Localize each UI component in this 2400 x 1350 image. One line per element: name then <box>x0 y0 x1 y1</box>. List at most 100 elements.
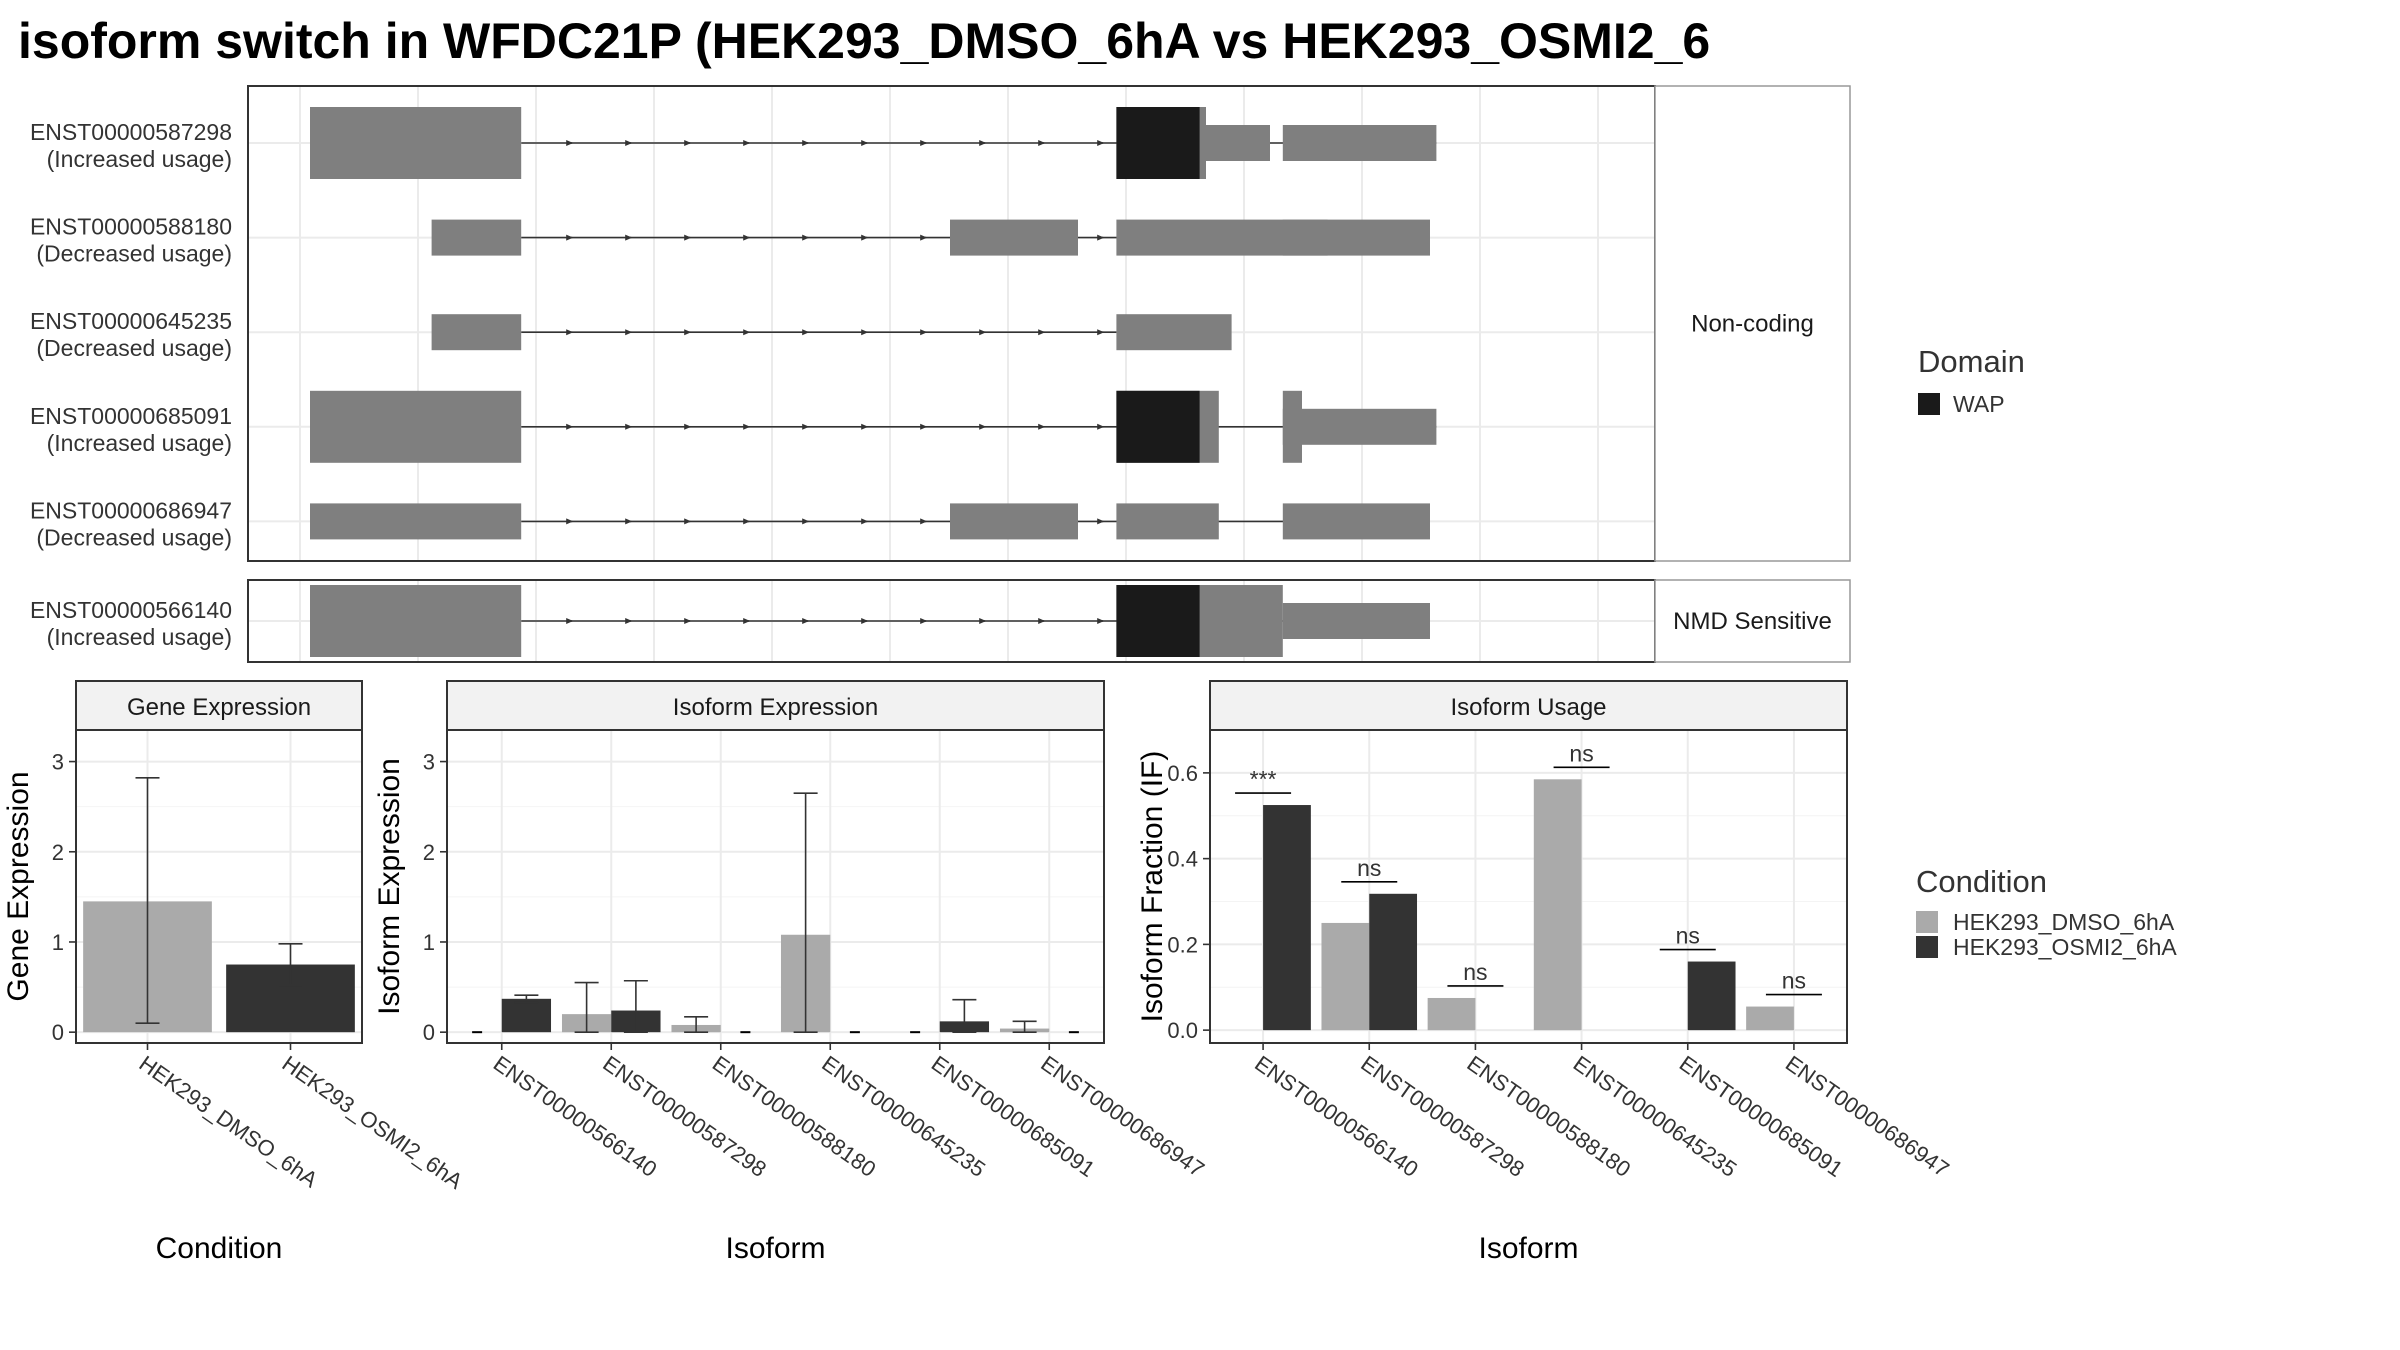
x-axis-title: Isoform <box>725 1232 825 1265</box>
bar <box>1369 893 1418 1031</box>
y-axis-title: Isoform Expression <box>373 758 406 1015</box>
condition-legend-label: HEK293_OSMI2_6hA <box>1953 934 2177 960</box>
condition-legend-key <box>1916 936 1938 958</box>
y-axis-title: Gene Expression <box>2 771 35 1001</box>
y-tick-label: 1 <box>52 930 64 955</box>
condition-legend-title: Condition <box>1916 864 2047 899</box>
significance-label: ns <box>1676 923 1700 949</box>
y-tick-label: 0 <box>423 1020 435 1045</box>
bar <box>1321 922 1370 1031</box>
transcript-status-label: (Decreased usage) <box>36 335 232 361</box>
exon-block <box>1282 219 1430 256</box>
exon-block <box>1282 603 1430 639</box>
panel-title: Isoform Usage <box>1450 694 1606 721</box>
transcript-status-label: (Decreased usage) <box>36 524 232 550</box>
bar-panel-2: Isoform Usage***nsnsnsnsns0.00.20.40.6EN… <box>1136 680 1954 1265</box>
condition-legend-label: HEK293_DMSO_6hA <box>1953 909 2175 935</box>
y-tick-label: 1 <box>423 930 435 955</box>
exon-block-narrow <box>1282 390 1302 463</box>
transcript-id-label: ENST00000566140 <box>30 597 232 623</box>
structure-panel-noncoding <box>247 85 1656 562</box>
domain-block-wap <box>1116 107 1200 179</box>
panel-background <box>447 730 1104 1043</box>
y-tick-label: 0.0 <box>1167 1018 1198 1043</box>
structure-panel-nmd <box>247 579 1656 663</box>
exon-block <box>1116 314 1232 351</box>
y-tick-label: 0.2 <box>1167 932 1198 957</box>
domain-legend-label: WAP <box>1953 391 2005 417</box>
domain-legend-title: Domain <box>1918 344 2025 379</box>
y-tick-label: 3 <box>423 750 435 775</box>
bar <box>1746 1006 1794 1031</box>
y-tick-label: 2 <box>52 840 64 865</box>
panel-border <box>446 729 1105 1044</box>
panel-border <box>1209 729 1848 1044</box>
transcript-status-label: (Increased usage) <box>47 430 232 456</box>
exon-block <box>1282 125 1437 161</box>
x-axis-title: Isoform <box>1478 1232 1578 1265</box>
significance-label: ns <box>1357 855 1381 881</box>
exon-block <box>310 585 522 657</box>
figure-title: isoform switch in WFDC21P (HEK293_DMSO_6… <box>18 13 1710 69</box>
exon-block <box>1282 503 1430 540</box>
transcript-track <box>310 390 1437 463</box>
facet-strip <box>1654 85 1851 562</box>
transcript-track <box>431 219 1430 256</box>
significance-label: ns <box>1782 968 1806 994</box>
transcript-id-label: ENST00000686947 <box>30 497 232 523</box>
domain-legend-key <box>1918 393 1940 415</box>
exon-block-narrow <box>1199 125 1270 161</box>
facet-strip <box>75 680 363 731</box>
bar <box>1687 961 1736 1031</box>
transcript-status-label: (Decreased usage) <box>36 241 232 267</box>
facet-strip <box>1654 579 1851 663</box>
x-axis-title: Condition <box>156 1232 283 1265</box>
exon-block <box>1116 503 1219 540</box>
panel-title: Isoform Expression <box>673 694 878 721</box>
transcript-track <box>431 314 1232 351</box>
bar <box>1533 779 1582 1031</box>
bar-chart-panels: Gene Expression0123HEK293_DMSO_6hAHEK293… <box>2 680 1954 1265</box>
exon-block <box>310 390 522 463</box>
domain-block-wap <box>1116 390 1200 463</box>
facet-strip-label: NMD Sensitive <box>1673 608 1832 635</box>
exon-block <box>310 107 522 179</box>
bar-panel-1: Isoform Expression0123ENST00000566140ENS… <box>373 680 1209 1265</box>
significance-label: ns <box>1569 740 1593 766</box>
bar <box>1427 997 1476 1031</box>
y-tick-label: 0 <box>52 1020 64 1045</box>
y-tick-label: 2 <box>423 840 435 865</box>
exon-block <box>950 219 1078 256</box>
bar <box>501 998 552 1033</box>
significance-label: ns <box>1463 959 1487 985</box>
significance-label: *** <box>1250 766 1277 792</box>
panel-title: Gene Expression <box>127 694 311 721</box>
exon-block <box>431 314 522 351</box>
transcript-track <box>310 585 1430 657</box>
condition-legend-key <box>1916 911 1938 933</box>
y-tick-label: 0.4 <box>1167 847 1198 872</box>
transcript-track <box>310 503 1430 540</box>
panel-border <box>75 729 363 1044</box>
exon-block <box>431 219 522 256</box>
panel-background <box>1210 730 1847 1043</box>
exon-block <box>1282 408 1437 445</box>
y-tick-label: 0.6 <box>1167 761 1198 786</box>
transcript-structure-plot: ENST00000587298(Increased usage)ENST0000… <box>30 85 1851 663</box>
facet-strip <box>446 680 1105 731</box>
transcript-status-label: (Increased usage) <box>47 146 232 172</box>
legends: Domain WAP Condition HEK293_DMSO_6hAHEK293_… <box>1916 344 2177 960</box>
transcript-id-label: ENST00000685091 <box>30 403 232 429</box>
transcript-id-label: ENST00000587298 <box>30 119 232 145</box>
bar <box>1263 805 1311 1031</box>
y-tick-label: 3 <box>52 750 64 775</box>
facet-strip-label: Non-coding <box>1691 311 1814 338</box>
exon-block <box>310 503 522 540</box>
transcript-id-label: ENST00000645235 <box>30 308 232 334</box>
domain-block-wap <box>1116 585 1200 657</box>
y-axis-title: Isoform Fraction (IF) <box>1136 751 1169 1023</box>
transcript-status-label: (Increased usage) <box>47 624 232 650</box>
exon-block <box>950 503 1078 540</box>
transcript-track <box>310 107 1437 179</box>
